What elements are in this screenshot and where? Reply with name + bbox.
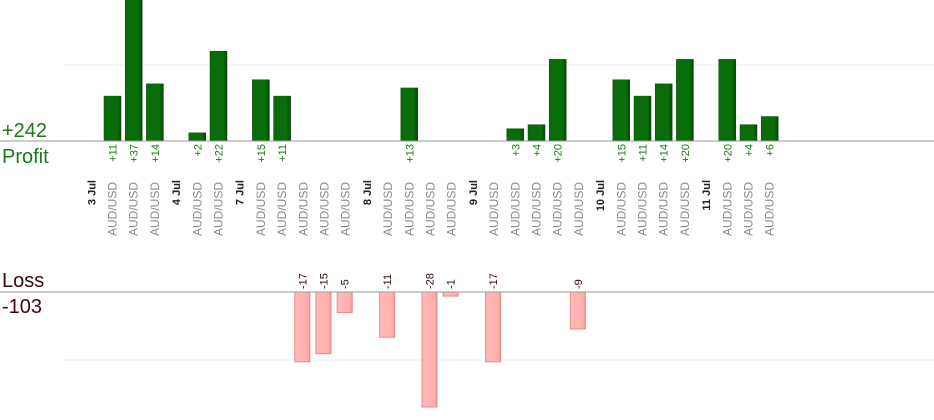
date-labels: 3 Jul 4 Jul 7 Jul 8 Jul 9 Jul 10 Jul 11 Jul [86, 180, 713, 211]
profit-value-label: +14 [150, 144, 162, 163]
profit-bar [654, 83, 673, 142]
profit-bar [633, 95, 652, 142]
pair-label: AUD/USD [127, 182, 141, 236]
loss-bar [421, 291, 438, 408]
profit-bar [146, 83, 164, 142]
pair-label: AUD/USD [657, 182, 671, 236]
value-labels: +11 +37 +14 +2 +22 +15 +11 -17 -15 -5 -11 +13 -28 -1 -… [108, 144, 777, 289]
date-label: 7 Jul [235, 180, 247, 205]
pair-label: AUD/USD [445, 182, 459, 236]
pair-label: AUD/USD [296, 182, 310, 236]
profit-value-label: +20 [722, 144, 734, 163]
date-label: 3 Jul [86, 180, 98, 205]
loss-bar [379, 291, 396, 338]
profit-value-label: +11 [277, 144, 289, 162]
profit-bar [760, 116, 779, 142]
date-label: 10 Jul [595, 180, 607, 211]
profit-value-label: +4 [744, 144, 756, 157]
pair-label: AUD/USD [424, 182, 438, 236]
loss-bar [294, 291, 311, 363]
loss-bar [442, 291, 459, 297]
profit-bar [548, 59, 567, 142]
loss-bar [336, 291, 353, 314]
profit-value-label: +14 [659, 144, 671, 163]
profit-bar [188, 132, 207, 142]
loss-value-label: -5 [340, 279, 352, 289]
loss-value-label: -28 [425, 273, 437, 289]
date-label: 4 Jul [171, 180, 183, 205]
date-label: 11 Jul [701, 180, 713, 211]
loss-value-label: -1 [446, 279, 458, 289]
loss-bar [315, 291, 332, 355]
pair-label: AUD/USD [720, 182, 734, 236]
pair-label: AUD/USD [402, 182, 416, 236]
profit-bar [676, 59, 694, 142]
loss-value-label: -11 [382, 274, 394, 289]
profit-value-label: +3 [510, 144, 522, 157]
pair-label: AUD/USD [487, 182, 501, 236]
profit-value-label: +11 [108, 144, 120, 162]
profit-value-label: +4 [532, 144, 544, 157]
loss-bar [569, 291, 586, 330]
pair-labels: AUD/USD AUD/USD AUD/USD AUD/USD AUD/USD AUD/U… [106, 182, 777, 236]
profit-bar [739, 124, 758, 142]
date-label: 8 Jul [362, 180, 374, 205]
pair-label: AUD/USD [212, 182, 226, 236]
profit-bar [612, 79, 631, 142]
pair-label: AUD/USD [190, 182, 204, 236]
profit-value-label: +6 [765, 144, 777, 157]
loss-value-label: -9 [573, 279, 585, 289]
pair-label: AUD/USD [530, 182, 544, 236]
profit-label: Profit [2, 146, 49, 168]
pair-label: AUD/USD [763, 182, 777, 236]
loss-total: -103 [2, 296, 42, 318]
pair-label: AUD/USD [275, 182, 289, 236]
pair-label: AUD/USD [614, 182, 628, 236]
pair-label: AUD/USD [742, 182, 756, 236]
loss-bars [294, 291, 586, 408]
profit-value-label: +20 [680, 144, 692, 163]
pair-label: AUD/USD [572, 182, 586, 236]
profit-bar [209, 50, 228, 142]
pair-label: AUD/USD [381, 182, 395, 236]
profit-value-label: +37 [129, 144, 141, 163]
profit-value-label: +2 [192, 144, 204, 157]
loss-value-label: -17 [297, 273, 309, 289]
profit-value-label: +15 [616, 144, 628, 163]
pair-label: AUD/USD [678, 182, 692, 236]
profit-value-label: +11 [638, 144, 650, 162]
pair-label: AUD/USD [254, 182, 268, 236]
loss-bar [485, 291, 502, 363]
pair-label: AUD/USD [551, 182, 565, 236]
pair-label: AUD/USD [339, 182, 353, 236]
pair-label: AUD/USD [106, 182, 120, 236]
loss-value-label: -17 [488, 273, 500, 289]
profit-total: +242 [2, 120, 47, 142]
loss-label: Loss [2, 270, 44, 292]
profit-bar [252, 79, 270, 142]
date-label: 9 Jul [468, 180, 480, 205]
profit-bar [506, 128, 525, 142]
profit-bar [400, 87, 419, 142]
profit-bars [103, 0, 779, 142]
profit-bar [124, 0, 143, 142]
pair-label: AUD/USD [148, 182, 162, 236]
loss-value-label: -15 [319, 273, 331, 289]
pair-label: AUD/USD [508, 182, 522, 236]
pair-label: AUD/USD [318, 182, 332, 236]
profit-value-label: +15 [256, 144, 268, 163]
profit-value-label: +22 [214, 144, 226, 163]
profit-bar [527, 124, 546, 142]
profit-bar [103, 95, 122, 142]
pair-label: AUD/USD [636, 182, 650, 236]
profit-value-label: +13 [404, 144, 416, 163]
profit-bar [718, 59, 737, 142]
profit-bar [273, 95, 291, 142]
profit-value-label: +20 [553, 144, 565, 163]
